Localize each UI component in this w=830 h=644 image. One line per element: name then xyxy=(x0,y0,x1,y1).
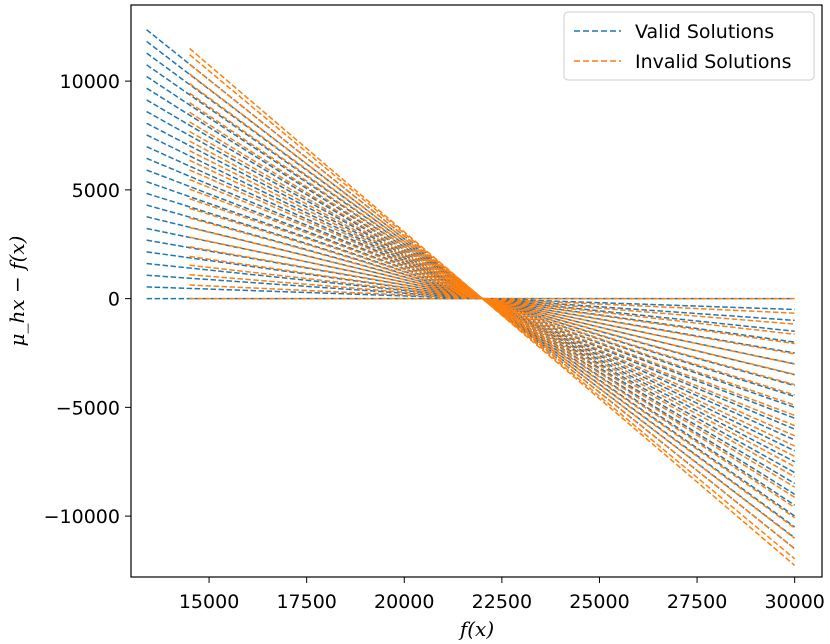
invalid-solution-line xyxy=(189,82,796,529)
valid-solution-line xyxy=(146,251,795,343)
invalid-solution-line xyxy=(189,273,795,325)
y-axis-ticks: −10000 −5000 0 5000 10000 xyxy=(44,71,131,528)
y-tick-label: 10000 xyxy=(60,71,120,93)
invalid-solution-line xyxy=(189,140,796,468)
x-tick-label: 22500 xyxy=(472,591,532,613)
y-tick-label: 0 xyxy=(108,289,120,311)
legend-frame xyxy=(563,11,815,81)
valid-solution-line xyxy=(146,157,795,430)
x-axis-ticks: 15000 17500 20000 22500 25000 27500 30000 xyxy=(179,577,825,613)
x-tick-label: 20000 xyxy=(374,591,434,613)
x-tick-label: 17500 xyxy=(276,591,336,613)
x-axis-label: f(x) xyxy=(458,617,494,641)
x-tick-label: 30000 xyxy=(764,591,824,613)
y-axis-label: μ_hx − f(x) xyxy=(5,236,29,347)
valid-solution-line xyxy=(146,181,795,409)
legend-label-valid: Valid Solutions xyxy=(635,21,774,43)
invalid-solution-line xyxy=(189,47,796,566)
x-tick-label: 15000 xyxy=(179,591,239,613)
invalid-solution-line xyxy=(189,284,795,314)
x-tick-label: 27500 xyxy=(667,591,727,613)
legend-label-invalid: Invalid Solutions xyxy=(635,51,792,73)
valid-solution-line xyxy=(146,87,796,495)
valid-solution-line xyxy=(146,216,795,376)
plot-area-frame xyxy=(130,4,823,578)
invalid-solution-line xyxy=(189,54,796,560)
y-tick-label: 5000 xyxy=(72,180,120,202)
legend: Valid Solutions Invalid Solutions xyxy=(563,11,815,81)
valid-solution-line xyxy=(146,262,795,332)
plot-lines xyxy=(146,29,796,566)
y-tick-label: −5000 xyxy=(56,397,120,419)
x-tick-label: 25000 xyxy=(569,591,629,613)
valid-solution-line xyxy=(146,122,796,463)
invalid-solution-line xyxy=(189,198,795,406)
y-tick-label: −10000 xyxy=(44,506,120,528)
invalid-solution-line xyxy=(189,178,795,427)
